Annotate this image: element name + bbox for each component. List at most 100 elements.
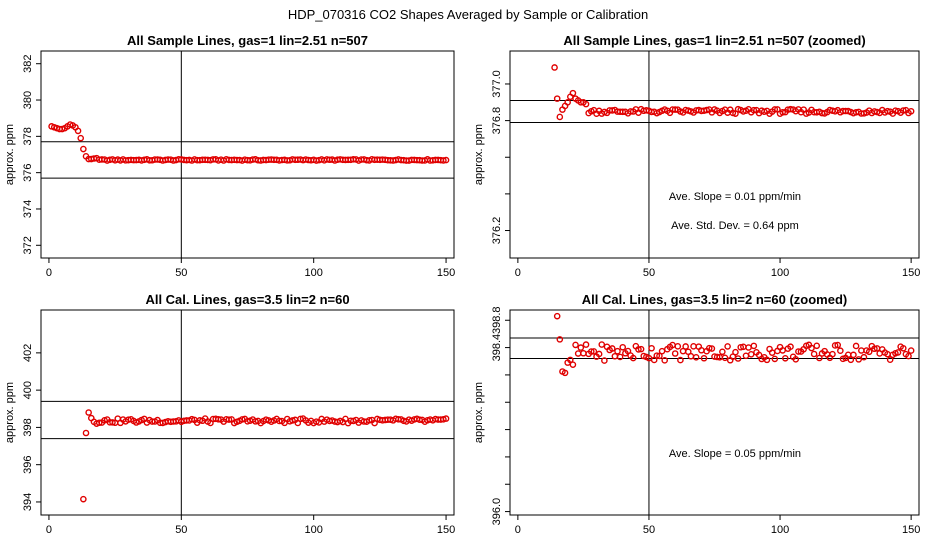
data-point: [899, 344, 907, 352]
data-point: [813, 342, 821, 350]
data-point: [85, 409, 92, 416]
data-point: [808, 344, 815, 352]
y-tick-label: 380: [22, 91, 34, 109]
x-tick-label: 150: [902, 524, 920, 536]
y-tick-label: 376.2: [491, 217, 503, 245]
y-tick-label: 400: [22, 381, 34, 399]
data-point: [109, 419, 116, 426]
data-point: [829, 350, 836, 358]
x-tick-label: 100: [771, 524, 789, 536]
data-point: [225, 416, 233, 423]
x-tick-label: 150: [437, 524, 455, 536]
y-axis-label: approx. ppm: [4, 124, 16, 185]
data-point: [847, 356, 855, 364]
data-point: [742, 352, 750, 360]
data-point: [608, 345, 616, 352]
data-point: [275, 417, 283, 425]
data-point: [553, 312, 561, 320]
x-tick-label: 0: [515, 267, 521, 279]
plot-frame: [40, 50, 455, 259]
figure-title: HDP_070316 CO2 Shapes Averaged by Sample…: [288, 7, 648, 22]
data-point: [907, 107, 915, 115]
data-point: [690, 343, 697, 350]
data-point: [884, 107, 891, 115]
data-point: [899, 107, 907, 114]
data-point: [569, 89, 577, 97]
data-point: [677, 356, 684, 364]
y-tick-label: 372: [22, 236, 34, 254]
data-point: [577, 344, 585, 351]
data-point: [831, 342, 839, 349]
data-point: [580, 349, 587, 357]
y-tick-label: 398.4: [491, 334, 503, 362]
data-point: [658, 347, 666, 355]
data-point: [215, 415, 222, 423]
x-tick-label: 100: [305, 267, 323, 279]
data-point: [656, 352, 663, 360]
data-point: [907, 347, 915, 354]
data-point: [737, 343, 745, 351]
data-point: [553, 95, 561, 102]
data-points: [553, 312, 915, 377]
panel-cal-lines-zoomed: All Cal. Lines, gas=3.5 lin=2 n=60 (zoom…: [473, 292, 920, 536]
data-point: [416, 416, 423, 424]
data-point: [855, 356, 862, 363]
data-point: [795, 348, 802, 355]
data-point: [627, 108, 634, 115]
x-tick-label: 0: [46, 524, 52, 536]
panel-title: All Sample Lines, gas=1 lin=2.51 n=507 (…: [563, 33, 865, 48]
stats-annotation: Ave. Slope = 0.01 ppm/min: [669, 191, 801, 203]
data-point: [661, 357, 668, 364]
y-tick-label: 396.0: [491, 498, 503, 526]
data-point: [590, 348, 598, 355]
data-point: [601, 357, 608, 364]
y-tick-label: 376.8: [491, 107, 503, 135]
data-point: [750, 342, 758, 350]
data-point: [648, 344, 655, 352]
stats-annotation: Ave. Std. Dev. = 0.64 ppm: [671, 220, 799, 232]
data-point: [674, 343, 682, 350]
data-point: [837, 347, 844, 355]
data-point: [787, 105, 794, 113]
data-point: [551, 64, 558, 71]
data-point: [561, 369, 569, 377]
y-tick-label: 398.8: [491, 306, 503, 334]
stats-annotation: Ave. Slope = 0.05 ppm/min: [669, 448, 801, 460]
x-tick-label: 0: [515, 524, 521, 536]
data-point: [858, 347, 865, 354]
panel-sample-lines-zoomed: All Sample Lines, gas=1 lin=2.51 n=507 (…: [473, 33, 920, 279]
y-tick-label: 394: [22, 493, 34, 511]
data-point: [77, 134, 85, 142]
data-point: [635, 346, 642, 353]
y-tick-label: 376: [22, 163, 34, 181]
plot-frame: [509, 50, 920, 259]
data-point: [771, 355, 779, 363]
y-tick-label: 396: [22, 456, 34, 474]
data-point: [747, 350, 755, 358]
y-axis-label: approx. ppm: [473, 124, 485, 185]
data-point: [682, 343, 689, 350]
data-point: [787, 343, 794, 351]
data-point: [905, 352, 912, 360]
data-points: [551, 64, 915, 121]
data-point: [892, 107, 899, 114]
data-point: [719, 348, 726, 356]
data-point: [834, 341, 842, 349]
data-point: [734, 355, 742, 362]
data-point: [238, 416, 246, 423]
y-tick-label: 398: [22, 418, 34, 436]
x-tick-label: 100: [771, 267, 789, 279]
data-point: [637, 345, 645, 353]
data-point: [810, 350, 818, 358]
data-point: [582, 100, 590, 108]
data-point: [365, 416, 373, 424]
data-point: [894, 349, 902, 356]
x-tick-label: 150: [437, 267, 455, 279]
data-point: [614, 347, 621, 355]
data-point: [779, 108, 786, 116]
data-point: [598, 341, 606, 348]
data-point: [721, 354, 729, 362]
data-point: [763, 356, 771, 364]
panel-cal-lines: All Cal. Lines, gas=3.5 lin=2 n=60 0 50 100…: [4, 292, 455, 536]
data-point: [886, 356, 894, 363]
